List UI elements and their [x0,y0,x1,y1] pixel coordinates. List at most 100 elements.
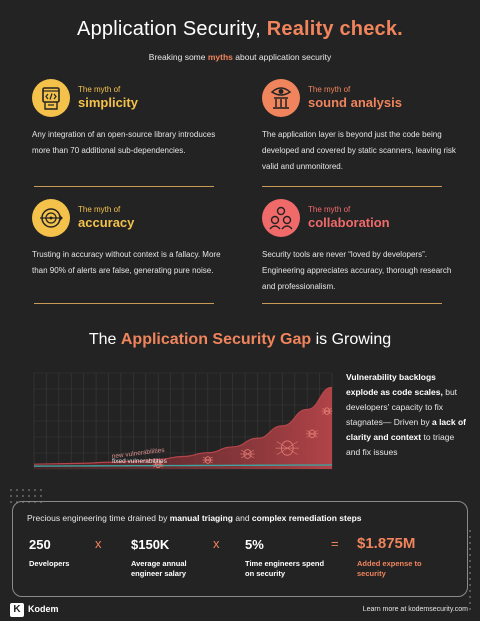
dot [10,501,12,503]
dot [469,554,471,556]
gap-text-1: but developers' capacity to fix stagnate… [346,387,458,427]
myth-pre: The myth of [308,205,351,214]
bug-icon [240,449,255,459]
calc-heading: Precious engineering time drained by man… [27,513,362,523]
dot [40,495,42,497]
calc-result-label: Added expense to security [357,559,422,578]
dot [10,489,12,491]
gap-title-accent: Application Security Gap [120,331,312,348]
new-vulnerabilities-line [33,386,333,465]
dot [469,590,471,592]
dot [469,566,471,568]
calc-label-developers: Developers [29,559,70,568]
gap-title-post: is Growing [311,331,392,348]
page-subtitle: Breaking some myths about application se… [0,52,480,62]
fixed-vulnerabilities-line [33,464,333,467]
bug-icon [202,456,214,464]
dot [469,536,471,538]
divider [34,186,214,187]
kodem-logo-mark: K [10,603,24,617]
dot [28,495,30,497]
subtitle-pre: Breaking some [148,52,208,62]
gap-text-bold-2: a lack of clarity and context [346,417,467,442]
cost-calculation-panel: Precious engineering time drained by man… [12,501,468,597]
dot [469,548,471,550]
dot [22,495,24,497]
kodem-logo-text: Kodem [28,604,59,614]
calc-label-time: Time engineers spend on security [245,559,325,578]
calc-value-developers: 250 [29,537,51,552]
dot [16,495,18,497]
gap-description: Vulnerability backlogs explode as code s… [346,370,466,460]
myth-body: The application layer is beyond just the… [262,130,456,171]
myth-accuracy: The myth of accuracy Trusting in accurac… [32,199,222,279]
calc-head-pre: Precious engineering time drained by [27,513,170,523]
myth-sound-analysis: The myth of sound analysis The applicati… [262,79,462,175]
gap-text-2: to triage and fix issues [346,432,455,457]
times-operator: x [95,536,102,551]
dot [10,495,12,497]
calc-head-bold-1: manual triaging [169,513,233,523]
myth-body: Any integration of an open-source librar… [32,130,216,155]
dot [22,489,24,491]
times-operator: x [213,536,220,551]
myth-name: collaboration [308,215,390,230]
dot [16,489,18,491]
divider [34,303,214,304]
myth-name: accuracy [78,215,135,230]
series-label-fixed: fixed vulnerabilities [112,458,168,465]
myth-collaboration: The myth of collaboration Security tools… [262,199,462,295]
myth-body: Trusting in accuracy without context is … [32,250,221,275]
dot [40,489,42,491]
subtitle-accent: myths [207,52,233,62]
dot [469,608,471,610]
myth-head: The myth of accuracy [32,199,222,239]
dot [469,596,471,598]
dot [469,542,471,544]
divider [262,186,442,187]
myth-name: simplicity [78,95,138,110]
myth-pre: The myth of [308,85,351,94]
new-vulnerabilities-area [34,387,332,469]
dot [469,584,471,586]
page-title: Application Security, Reality check. [0,18,480,41]
dot [469,530,471,532]
team-icon [262,199,300,237]
dot [28,489,30,491]
website-link[interactable]: Learn more at kodemsecurity.com [362,606,468,613]
divider [262,303,442,304]
calc-value-salary: $150K [131,537,170,552]
dot [469,572,471,574]
myth-body: Security tools are never “loved by devel… [262,250,452,291]
subtitle-post: about application security [232,52,332,62]
myth-pre: The myth of [78,205,121,214]
eye-pillar-icon [262,79,300,117]
equals-operator: = [331,536,339,551]
myth-simplicity: The myth of simplicity Any integration o… [32,79,222,159]
dot [469,560,471,562]
myth-head: The myth of simplicity [32,79,222,119]
dot-grid-decoration [469,530,471,610]
myth-pre: The myth of [78,85,121,94]
gap-text-bold-1: Vulnerability backlogs explode as code s… [346,372,443,397]
gap-title: The Application Security Gap is Growing [0,331,480,349]
calc-head-bold-2: complex remediation steps [251,513,362,523]
calc-label-salary: Average annual engineer salary [131,559,187,578]
target-arrow-icon [32,199,70,237]
gap-chart: new vulnerabilities fixed vulnerabilities [32,369,336,473]
bug-icon [275,440,300,456]
dot [469,602,471,604]
dot [34,495,36,497]
calc-head-mid: and [233,513,252,523]
gap-title-pre: The [88,331,121,348]
myth-name: sound analysis [308,95,402,110]
dot [469,578,471,580]
calc-value-time: 5% [245,537,264,552]
dot [34,489,36,491]
code-window-icon [32,79,70,117]
calc-result-value: $1.875M [357,535,416,552]
title-accent: Reality check. [266,18,403,40]
bug-icon [305,429,319,439]
myth-head: The myth of collaboration [262,199,462,239]
